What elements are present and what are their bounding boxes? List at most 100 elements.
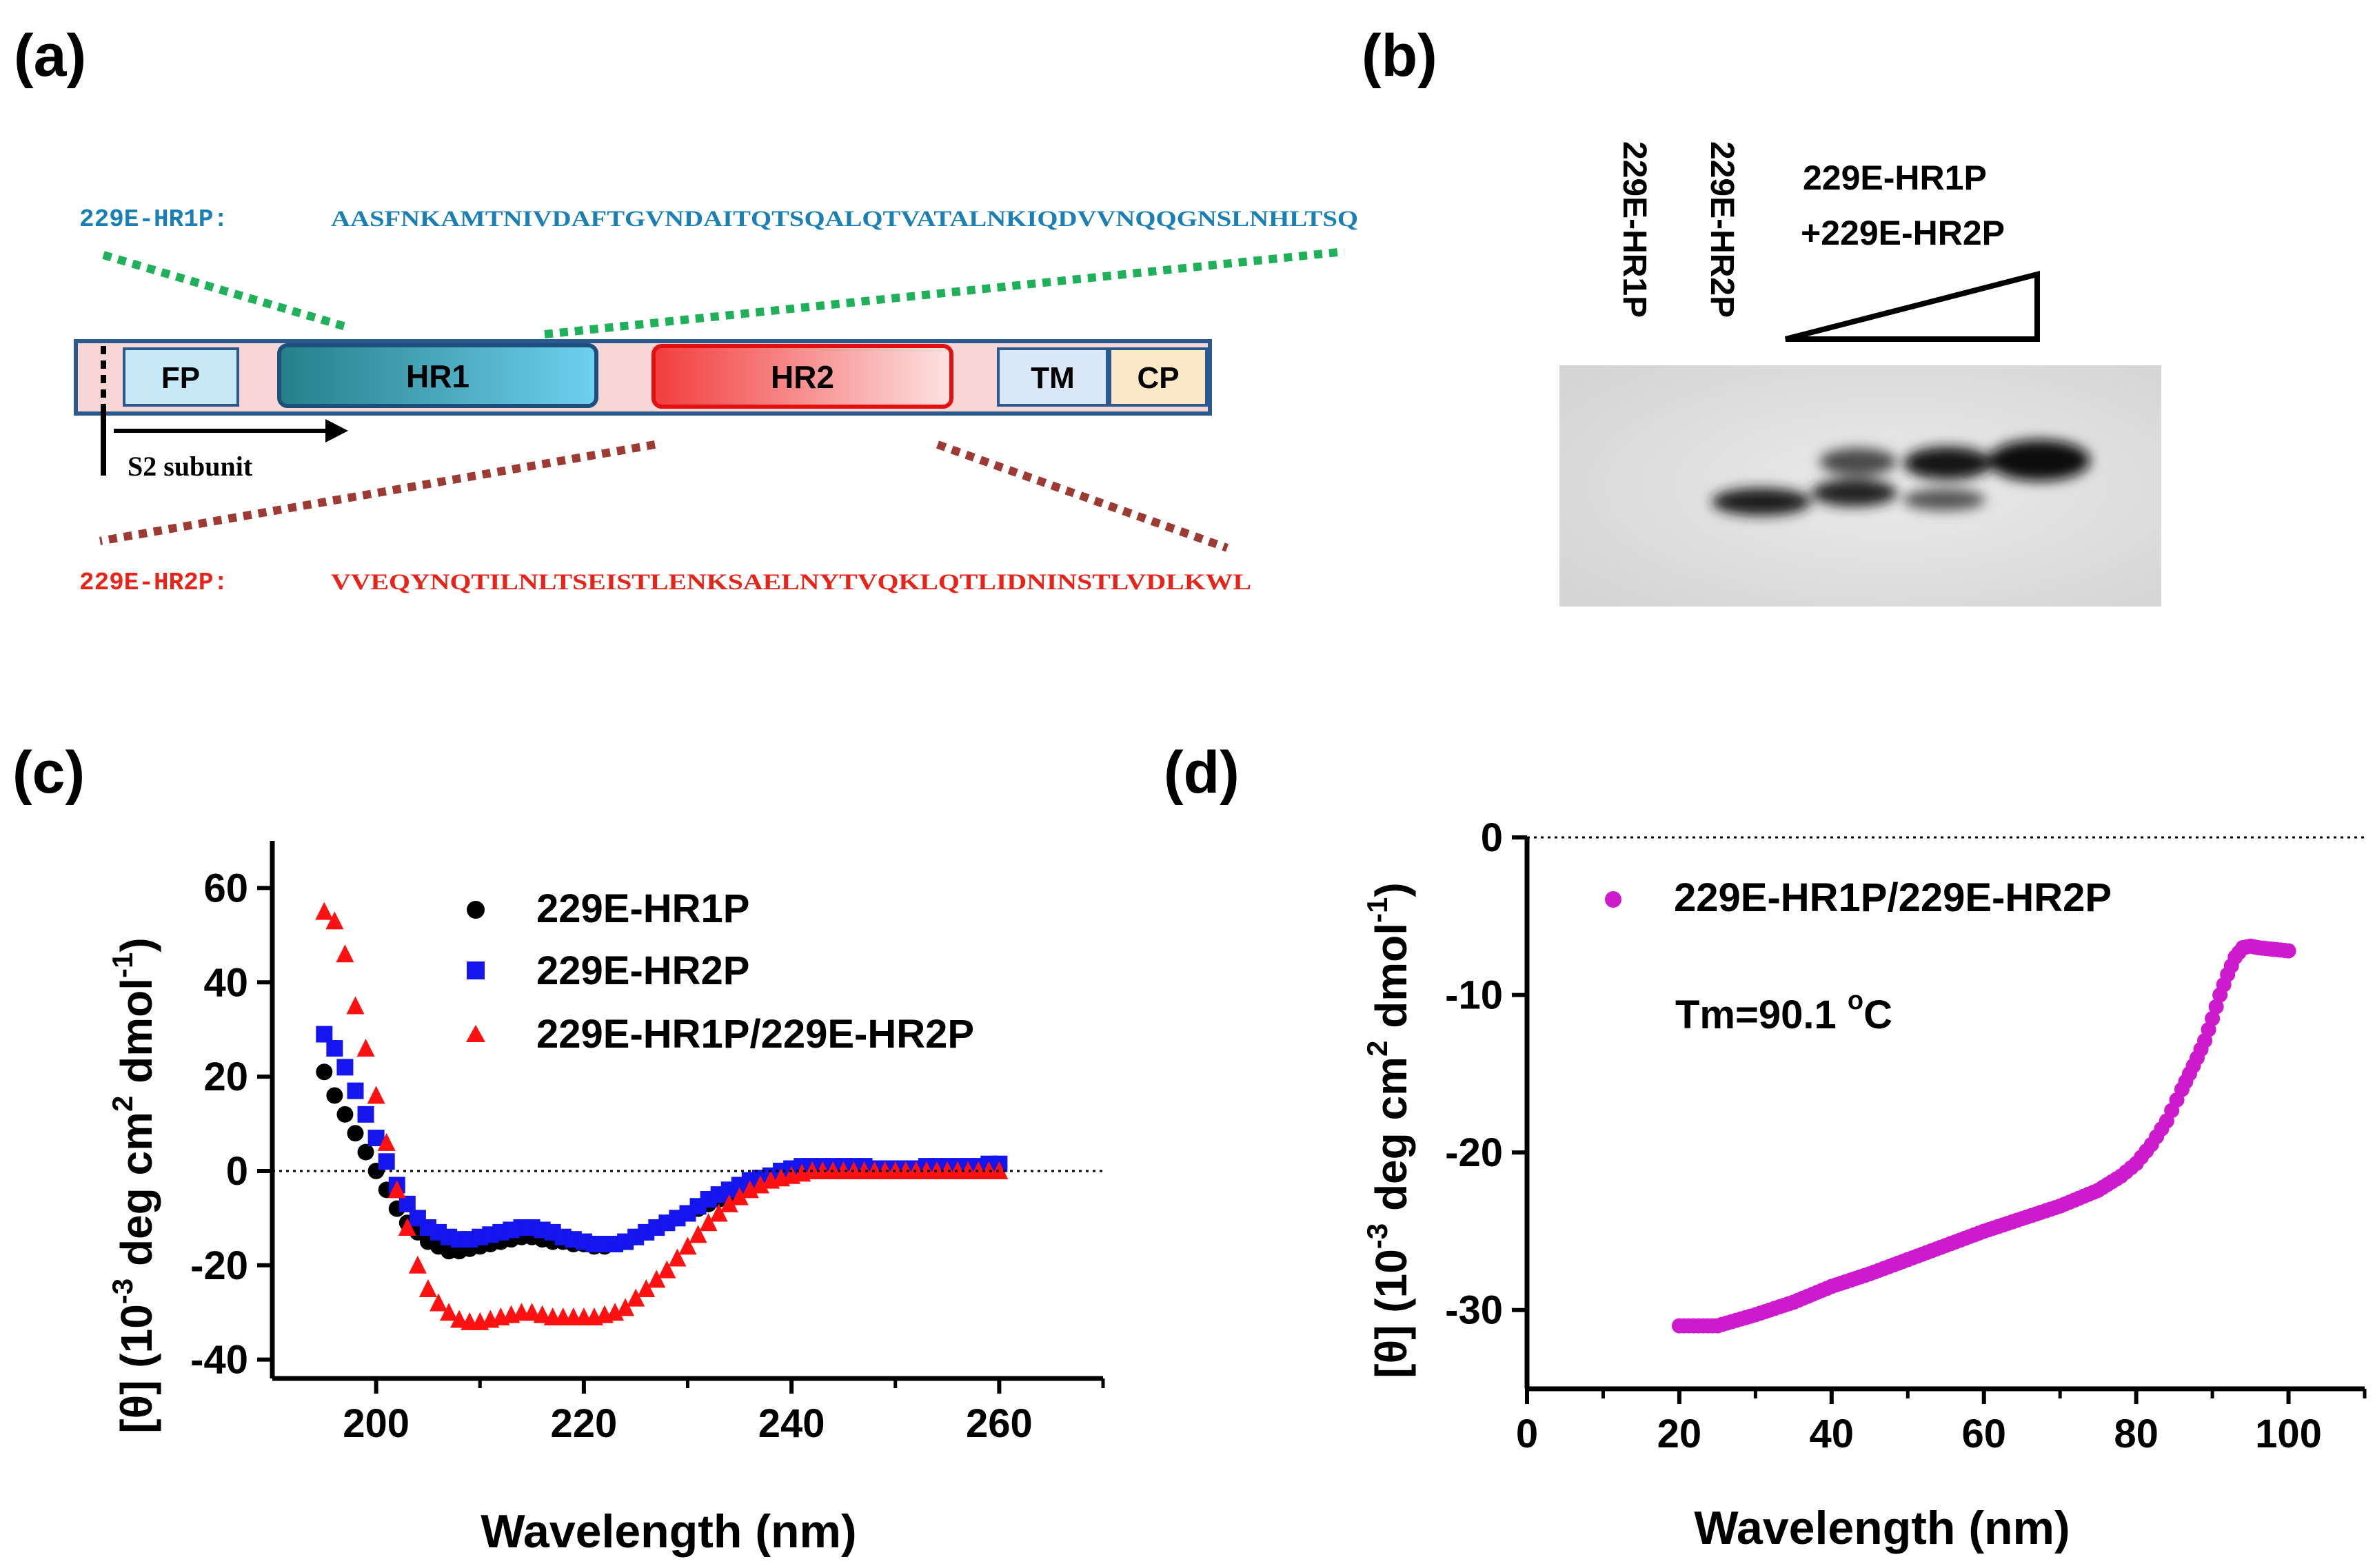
panel-c-x-axis-title: Wavelength (nm) [481, 1505, 856, 1558]
panel-d-x-tick-label: 0 [1516, 1412, 1538, 1456]
hr2-sequence: VVEQYNQTILNLTSEISTLENKSAELNYTVQKLQTLIDNI… [331, 570, 1251, 595]
panel-c-point [316, 1026, 333, 1043]
panel-d-legend: 229E-HR1P/229E-HR2P [1605, 875, 2112, 920]
svg-text:[θ] (10-3 deg cm2 dmol-1): [θ] (10-3 deg cm2 dmol-1) [1361, 882, 1416, 1378]
panel-c-point [316, 1063, 333, 1081]
panel-c-point [533, 1305, 552, 1323]
concentration-wedge [1785, 270, 2040, 342]
panel-d-x-tick-label: 80 [2114, 1412, 2159, 1456]
mix-label-line1: 229E-HR1P [1803, 159, 1987, 197]
legend-label-complex-d: 229E-HR1P/229E-HR2P [1674, 875, 2112, 920]
panel-c-y-tick-label: 40 [203, 960, 248, 1005]
panel-c-point [699, 1213, 718, 1232]
band-mix2-upper [1903, 447, 1992, 480]
panel-c-series [315, 902, 1009, 1330]
band-mix2-lower [1903, 489, 1985, 511]
panel-d-x-tick-label: 60 [1961, 1412, 2006, 1456]
panel-c-series-1 [316, 1026, 1008, 1252]
legend-label-complex: 229E-HR1P/229E-HR2P [536, 1012, 974, 1057]
panel-c-point [367, 1086, 385, 1104]
panel-d-x-axis-title: Wavelength (nm) [1694, 1502, 2070, 1554]
panel-c-point [346, 996, 365, 1015]
panel-c-point [616, 1298, 635, 1316]
panel-c-point [740, 1180, 759, 1199]
hr1-link-right [544, 247, 1345, 338]
legend-marker-hr2p [467, 961, 485, 979]
hr2-domain [651, 344, 953, 409]
panel-b: (b) 229E-HR1P 229E-HR2P 229E-HR1P +229E-… [1362, 23, 2161, 607]
panel-c-point [356, 1039, 375, 1057]
panel-c-point [658, 1260, 676, 1279]
cp-domain [1109, 347, 1208, 407]
hr2-sequence-label: 229E-HR2P: [79, 569, 228, 597]
panel-c-point [315, 902, 334, 920]
panel-d-point [2205, 1010, 2221, 1026]
panel-c-point [336, 1059, 354, 1076]
panel-c-point [440, 1303, 458, 1321]
hr1-link-left [102, 251, 350, 332]
panel-c-point [689, 1225, 707, 1243]
panel-c-point [398, 1218, 416, 1236]
fp-domain-label: FP [161, 361, 200, 395]
panel-c-y-tick-label: 0 [226, 1149, 248, 1194]
cp-domain-label: CP [1137, 361, 1179, 395]
panel-c-point [678, 1236, 697, 1255]
panel-d: (d) 0 -10 -20 -30 0 20 40 60 80 100 Wavelength (n… [1164, 740, 2367, 1554]
panel-c-point [336, 944, 354, 963]
panel-c-point [647, 1270, 666, 1288]
panel-d-series-0 [1671, 938, 2296, 1334]
gel-bands [1712, 440, 2090, 516]
panel-c-point [357, 1106, 374, 1123]
panel-c-point [429, 1293, 447, 1312]
panel-c-point [709, 1203, 728, 1222]
panel-c-point [336, 1106, 354, 1123]
panel-c-series-2 [315, 902, 1009, 1330]
band-mix3 [1988, 440, 2090, 481]
panel-d-series [1671, 938, 2296, 1334]
panel-a: (a) 229E-HR1P: AASFNKAMTNIVDAFTGVNDAITQT… [14, 23, 1358, 597]
panel-c-y-tick-label: 20 [203, 1055, 248, 1099]
panel-d-y-tick-label: -20 [1445, 1130, 1503, 1175]
panel-c-x-tick-label: 240 [758, 1401, 825, 1446]
svg-text:[θ] (10-3 deg cm2 dmol-1): [θ] (10-3 deg cm2 dmol-1) [106, 937, 161, 1433]
panel-c-point [377, 1132, 396, 1151]
band-mix1-lower [1812, 479, 1897, 507]
panel-c-point [398, 1195, 416, 1212]
s2-subunit-label: S2 subunit [128, 451, 253, 482]
tm-domain-label: TM [1031, 361, 1075, 395]
fp-domain [123, 347, 239, 407]
panel-c-point [326, 1040, 343, 1057]
panel-c-legend: 229E-HR1P 229E-HR2P 229E-HR1P/229E-HR2P [466, 886, 974, 1057]
panel-c-point [326, 1087, 343, 1104]
s2-arrow-head [325, 419, 348, 442]
panel-c-point [347, 1082, 364, 1099]
panel-c-point [523, 1303, 541, 1321]
panel-c-point [730, 1187, 749, 1205]
panel-d-y-tick-label: 0 [1481, 815, 1503, 860]
panel-c-point [751, 1175, 769, 1194]
panel-c-point [450, 1310, 469, 1328]
panel-d-y-axis-title: [θ] (10-3 deg cm2 dmol-1) [1361, 882, 1416, 1378]
hr1-sequence-label: 229E-HR1P: [79, 205, 228, 234]
panel-d-x-tick-label: 40 [1810, 1412, 1854, 1456]
hr1-sequence: AASFNKAMTNIVDAFTGVNDAITQTSQALQTVATALNKIQ… [331, 207, 1358, 232]
hr1-domain-label: HR1 [406, 358, 469, 394]
panel-d-point [2208, 999, 2224, 1015]
panel-c-point [990, 1161, 1009, 1179]
hr2-domain-label: HR2 [771, 359, 834, 395]
tm-domain [997, 347, 1109, 407]
legend-marker-complex [466, 1025, 485, 1042]
band-mix1-upper [1819, 448, 1897, 476]
panel-c-point [668, 1248, 687, 1267]
panel-c-point [637, 1279, 656, 1297]
panel-c-point [387, 1180, 406, 1199]
panel-c-point [720, 1194, 738, 1212]
legend-label-hr2p: 229E-HR2P [536, 948, 749, 993]
panel-c-x-tick-label: 260 [966, 1401, 1033, 1446]
panel-d-point [2281, 943, 2296, 959]
legend-marker-complex-d [1605, 891, 1621, 908]
panel-c-point [378, 1153, 395, 1170]
